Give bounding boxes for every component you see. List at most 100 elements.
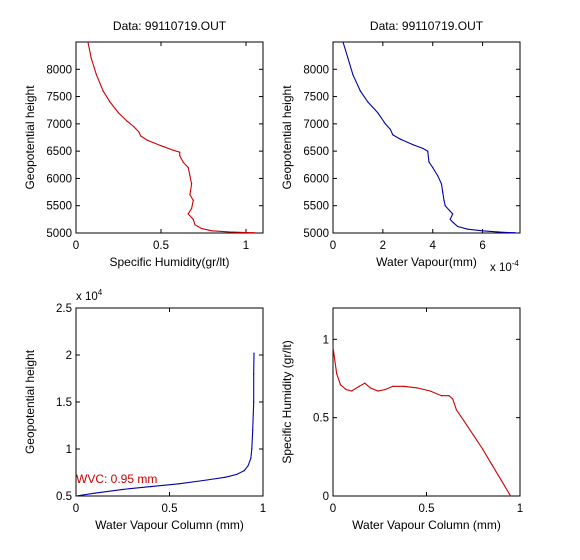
data-point xyxy=(455,409,458,411)
data-point xyxy=(403,385,405,387)
data-point xyxy=(452,213,454,215)
x-tick-label: 1 xyxy=(243,240,249,252)
x-tick-label: 0.5 xyxy=(162,503,178,515)
data-point xyxy=(437,175,439,177)
data-point xyxy=(444,205,446,207)
data-point xyxy=(160,145,162,147)
data-point xyxy=(345,388,347,391)
x-scale-multiplier: x 10-4 xyxy=(490,259,519,274)
data-point xyxy=(449,218,451,220)
data-point xyxy=(150,486,152,488)
data-point xyxy=(191,183,193,185)
y-tick-label: 6500 xyxy=(303,146,329,158)
data-point xyxy=(377,390,379,392)
data-point xyxy=(427,150,429,152)
plot-frame xyxy=(75,307,264,497)
y-tick-label: 7500 xyxy=(46,92,72,104)
x-tick-label: 0 xyxy=(330,503,336,515)
data-point xyxy=(442,191,444,193)
data-point xyxy=(247,465,249,467)
wvc-annotation: WVC: 0.95 mm xyxy=(76,472,157,486)
data-point xyxy=(194,224,196,226)
y-tick-label: 8000 xyxy=(46,64,72,76)
data-point xyxy=(449,210,451,212)
data-point xyxy=(182,161,184,163)
data-point xyxy=(367,101,369,103)
data-point xyxy=(250,457,252,459)
data-point xyxy=(452,398,454,400)
data-point xyxy=(201,228,203,230)
y-tick-label: 1 xyxy=(323,334,329,346)
y-tick-label: 7000 xyxy=(46,119,72,131)
plot-frame xyxy=(332,307,521,497)
chart-title: Data: 99110719.OUT xyxy=(113,19,227,33)
y-tick-label: 0.5 xyxy=(56,491,72,503)
data-point xyxy=(126,120,128,122)
data-point xyxy=(443,199,445,201)
x-tick-label: 0 xyxy=(73,240,79,252)
data-point xyxy=(336,373,338,375)
y-tick-label: 1.5 xyxy=(56,397,72,409)
data-point xyxy=(506,231,509,234)
y-tick-label: 5500 xyxy=(46,201,72,213)
data-point xyxy=(352,74,354,76)
series-line xyxy=(342,41,516,234)
data-point xyxy=(440,183,443,185)
data-point xyxy=(90,57,92,59)
data-point xyxy=(133,125,135,128)
data-point xyxy=(412,143,414,146)
data-point xyxy=(178,483,180,485)
data-point xyxy=(332,346,334,348)
y-axis-label: Geopotential height xyxy=(280,85,294,190)
data-point xyxy=(211,230,213,232)
data-point xyxy=(500,479,502,481)
subplot-tl: Data: 99110719.OUT 0 0.5 1 5000 5500 6000 6500 7… xyxy=(23,19,264,269)
data-point xyxy=(510,495,512,497)
data-point xyxy=(191,207,193,210)
x-tick-label: 4 xyxy=(430,240,437,252)
plot-frame xyxy=(332,41,521,234)
y-tick-label: 5500 xyxy=(303,201,329,213)
data-point xyxy=(192,218,194,220)
data-point xyxy=(236,473,238,475)
x-axis-label: Specific Humidity(gr/lt) xyxy=(109,255,229,269)
data-point xyxy=(422,147,424,150)
data-point xyxy=(251,448,253,450)
y-tick-label: 5000 xyxy=(303,228,329,240)
data-point xyxy=(432,166,434,169)
data-point xyxy=(102,90,104,92)
y-tick-label: 2.5 xyxy=(56,303,72,315)
data-point xyxy=(377,112,379,114)
data-point xyxy=(179,151,181,153)
data-point xyxy=(496,231,499,233)
x-axis-label: Water Vapour(mm) xyxy=(376,255,477,269)
data-point xyxy=(359,90,362,92)
y-axis-label: Geopotential height xyxy=(23,85,37,190)
x-tick-label: 1 xyxy=(260,503,266,515)
data-point xyxy=(192,199,194,201)
data-point xyxy=(440,395,443,397)
y-tick-label: 1 xyxy=(66,444,72,456)
y-tick-label: 0.5 xyxy=(313,413,329,425)
data-point xyxy=(339,384,342,386)
x-tick-label: 0.5 xyxy=(419,503,435,515)
data-point xyxy=(243,470,245,472)
y-axis-label: Specific Humidity (gr/lt) xyxy=(280,340,294,463)
data-point xyxy=(253,401,255,403)
data-point xyxy=(389,128,391,130)
data-point xyxy=(467,228,469,230)
y-tick-label: 6000 xyxy=(303,173,329,185)
data-point xyxy=(472,434,474,436)
data-point xyxy=(225,476,227,478)
data-point xyxy=(399,138,401,140)
data-point xyxy=(95,74,97,76)
data-point xyxy=(253,352,255,354)
y-tick-label: 5000 xyxy=(46,228,72,240)
data-point xyxy=(172,149,174,151)
data-point xyxy=(392,134,394,136)
x-tick-label: 0 xyxy=(73,503,79,515)
data-point xyxy=(75,495,77,497)
data-point xyxy=(514,232,516,234)
